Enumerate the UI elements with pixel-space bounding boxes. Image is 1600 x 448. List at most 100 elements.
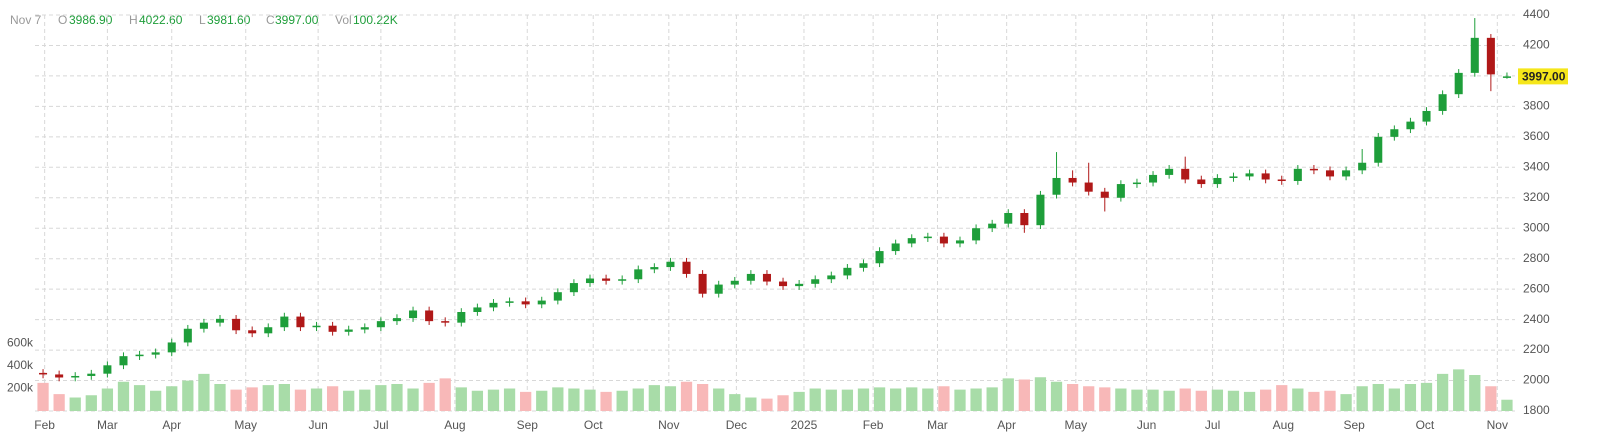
volume-bar — [1276, 385, 1288, 411]
candle-body — [730, 280, 739, 285]
volume-bar — [1292, 388, 1304, 411]
y-tick-label: 2600 — [1523, 281, 1550, 295]
x-tick-label: May — [234, 418, 257, 432]
volume-bar — [375, 385, 387, 411]
candle-body — [779, 281, 788, 287]
volume-bar — [117, 381, 130, 411]
x-tick-label: Jun — [1137, 418, 1156, 432]
candle-body — [360, 327, 369, 330]
date: Nov 7 — [10, 13, 42, 27]
y-tick-label: 3600 — [1523, 129, 1550, 143]
volume-bar — [503, 388, 516, 411]
volume-bar — [1388, 388, 1400, 411]
candle-body — [1454, 72, 1463, 95]
candle-body — [1422, 110, 1431, 122]
candle-body — [650, 267, 659, 270]
candle-body — [1068, 177, 1077, 183]
x-tick-label: Mar — [97, 418, 118, 432]
volume-bar — [841, 389, 854, 411]
volume-bar — [1179, 388, 1191, 411]
candle-body — [602, 278, 611, 281]
volume-bar — [1227, 390, 1240, 411]
volume-bar — [214, 384, 226, 411]
volume-bar — [471, 390, 484, 411]
y-tick-label: 4400 — [1523, 7, 1550, 21]
open-value: 3986.90 — [69, 13, 113, 27]
candle-body — [87, 373, 96, 376]
candle-body — [795, 283, 804, 287]
volume-bar — [616, 390, 628, 411]
candle-body — [103, 365, 112, 374]
candle-body — [762, 273, 771, 282]
volume-bar — [552, 387, 564, 411]
volume-bar — [1420, 382, 1433, 411]
volume-bar — [230, 389, 242, 411]
volume-bar — [777, 395, 789, 411]
candle-body — [1036, 194, 1045, 226]
candle-body — [1342, 170, 1351, 177]
volume-bar — [326, 386, 339, 411]
x-tick-label: Nov — [1487, 418, 1508, 432]
candle-body — [714, 284, 723, 294]
candle-body — [1470, 37, 1479, 73]
candle-body — [1293, 168, 1302, 182]
candle-body — [1374, 136, 1383, 163]
volume-bar — [391, 384, 403, 411]
x-tick-label: Sep — [1343, 418, 1365, 432]
volume-bar — [729, 394, 741, 411]
volume-bar — [85, 395, 97, 411]
volume-bar — [455, 387, 467, 411]
candle-body — [746, 273, 755, 281]
candle-body — [1502, 76, 1511, 78]
volume-bar — [343, 390, 355, 411]
volume-bar — [1308, 391, 1320, 411]
x-tick-label: 2025 — [791, 418, 818, 432]
volume-bar — [1147, 389, 1159, 411]
volume-bar — [906, 387, 918, 411]
x-tick-label: Feb — [863, 418, 884, 432]
volume-bar — [69, 397, 81, 411]
volume-bar — [680, 381, 693, 411]
candle-body — [698, 273, 707, 294]
volume-bar — [150, 390, 162, 411]
volume-bar — [1404, 384, 1417, 411]
volume-bar — [986, 387, 998, 411]
candle-body — [71, 375, 80, 378]
volume-bar — [632, 388, 644, 411]
volume-bar — [1436, 373, 1449, 411]
candle-body — [1116, 184, 1125, 198]
candle-body — [425, 310, 434, 322]
candle-body — [537, 300, 546, 305]
volume-bar — [520, 391, 532, 411]
candle-body — [1052, 177, 1061, 195]
candle-body — [1309, 168, 1318, 171]
volume-bar — [648, 385, 660, 411]
candle-body — [521, 301, 530, 305]
candle-body — [1438, 94, 1447, 111]
candle-body — [473, 307, 482, 312]
volume-bar — [1034, 377, 1047, 411]
candle-body — [682, 261, 691, 274]
volume-bar — [1372, 384, 1384, 411]
volume-bar — [713, 388, 725, 411]
candle-body — [1004, 213, 1013, 224]
volume-bar — [857, 388, 870, 411]
volume-bar — [568, 388, 580, 411]
candle-body — [39, 372, 48, 375]
volume-bar — [1324, 390, 1336, 411]
candle-body — [328, 325, 337, 332]
volume-bar — [1163, 390, 1175, 411]
volume-bar — [600, 391, 612, 411]
candle-body — [666, 261, 675, 268]
volume-bar — [1211, 389, 1224, 411]
x-tick-label: Oct — [1416, 418, 1435, 432]
volume-bar — [310, 388, 323, 411]
volume-value: 100.22K — [353, 13, 398, 27]
candle-body — [183, 328, 192, 343]
volume-bar — [1260, 389, 1272, 411]
candle-body — [1486, 37, 1495, 75]
volume-bar — [1083, 386, 1095, 411]
volume-bar — [1453, 369, 1465, 411]
volume-bar — [922, 388, 934, 411]
